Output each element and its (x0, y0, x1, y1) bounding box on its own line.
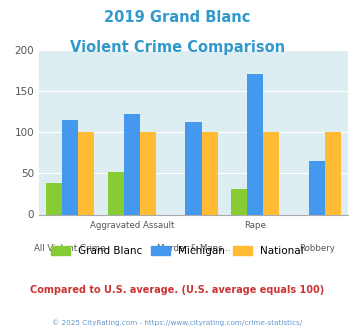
Bar (46, 183, 62, 214)
Text: Compared to U.S. average. (U.S. average equals 100): Compared to U.S. average. (U.S. average … (31, 285, 324, 295)
Bar (247, 74, 263, 215)
Bar (140, 132, 156, 214)
Bar (309, 161, 325, 214)
Bar (185, 122, 202, 214)
Bar (78, 132, 94, 214)
Text: 2019 Grand Blanc: 2019 Grand Blanc (104, 10, 251, 25)
Text: All Violent Crime: All Violent Crime (34, 244, 106, 253)
Bar (124, 114, 140, 214)
Bar (202, 132, 218, 214)
Text: © 2025 CityRating.com - https://www.cityrating.com/crime-statistics/: © 2025 CityRating.com - https://www.city… (53, 319, 302, 326)
Legend: Grand Blanc, Michigan, National: Grand Blanc, Michigan, National (47, 242, 308, 260)
Text: Rape: Rape (244, 221, 266, 230)
Bar (108, 172, 124, 214)
Text: Murder & Mans...: Murder & Mans... (157, 244, 230, 253)
Text: Violent Crime Comparison: Violent Crime Comparison (70, 40, 285, 54)
Bar (231, 189, 247, 214)
Text: Aggravated Assault: Aggravated Assault (89, 221, 174, 230)
Text: Robbery: Robbery (299, 244, 335, 253)
Bar (325, 132, 341, 214)
Bar (62, 120, 78, 214)
Bar (263, 132, 279, 214)
